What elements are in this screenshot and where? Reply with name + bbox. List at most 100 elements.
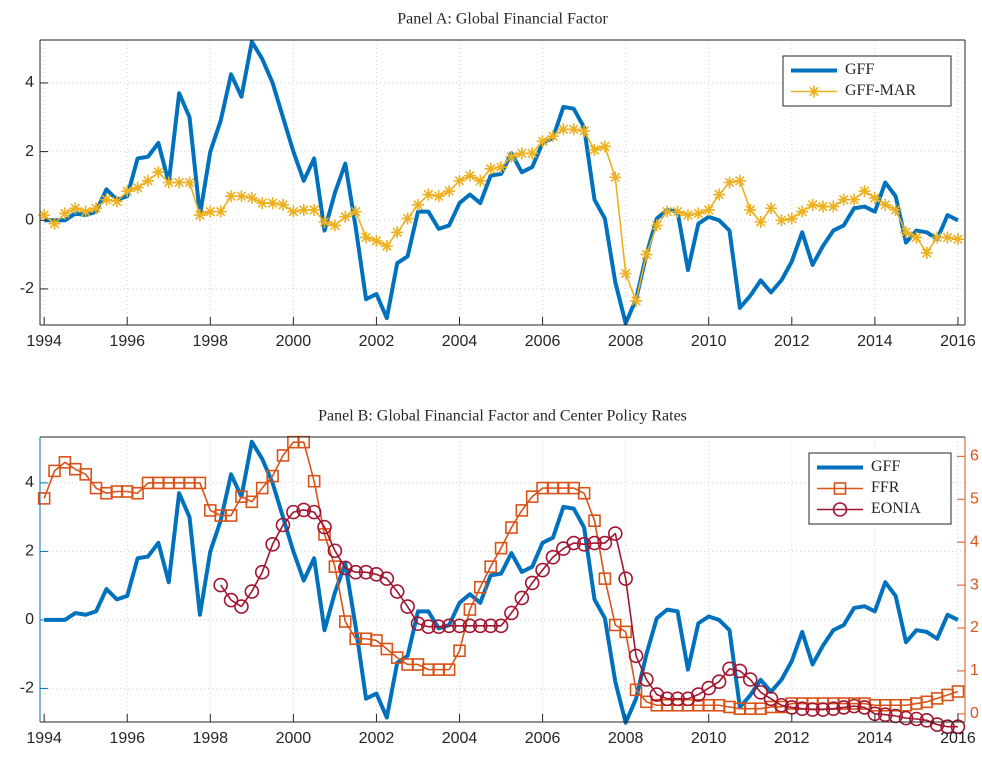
x-tick-label: 2012 bbox=[774, 730, 810, 747]
marker bbox=[774, 697, 789, 713]
x-tick-label: 1996 bbox=[109, 333, 145, 350]
marker bbox=[327, 543, 343, 559]
marker bbox=[630, 294, 643, 307]
marker bbox=[951, 233, 964, 246]
series-line bbox=[220, 509, 958, 728]
marker bbox=[742, 672, 758, 687]
marker bbox=[723, 176, 736, 189]
marker bbox=[628, 648, 644, 664]
marker bbox=[348, 564, 363, 580]
legend-marker bbox=[833, 482, 847, 495]
marker bbox=[546, 130, 559, 143]
marker bbox=[328, 219, 341, 232]
marker bbox=[380, 642, 394, 656]
x-tick-label: 2000 bbox=[276, 333, 312, 350]
marker bbox=[391, 226, 404, 239]
marker bbox=[360, 231, 373, 244]
x-tick-label: 1994 bbox=[26, 333, 62, 350]
x-tick-label: 2010 bbox=[691, 333, 727, 350]
marker bbox=[421, 619, 436, 635]
marker bbox=[370, 634, 383, 647]
marker bbox=[474, 174, 487, 187]
marker bbox=[578, 124, 591, 137]
marker bbox=[608, 618, 622, 632]
marker bbox=[422, 188, 435, 201]
marker bbox=[619, 625, 632, 639]
marker bbox=[183, 176, 196, 189]
marker bbox=[380, 240, 393, 253]
marker bbox=[815, 702, 831, 717]
marker bbox=[607, 526, 623, 541]
marker bbox=[306, 504, 322, 520]
marker bbox=[692, 207, 705, 220]
marker bbox=[358, 564, 374, 580]
marker bbox=[275, 517, 291, 533]
marker bbox=[505, 521, 518, 534]
marker bbox=[401, 212, 414, 225]
marker bbox=[794, 701, 810, 716]
marker bbox=[639, 672, 654, 687]
marker bbox=[618, 571, 633, 586]
marker bbox=[493, 618, 509, 634]
x-tick-label: 2016 bbox=[940, 333, 976, 350]
x-tick-label: 2008 bbox=[608, 333, 644, 350]
marker bbox=[473, 580, 487, 594]
x-tick-label: 2012 bbox=[774, 333, 810, 350]
marker bbox=[463, 169, 476, 182]
marker bbox=[588, 514, 601, 527]
x-tick-label: 2002 bbox=[359, 333, 395, 350]
marker bbox=[441, 618, 457, 634]
marker bbox=[929, 717, 945, 732]
x-tick-label: 1998 bbox=[192, 333, 228, 350]
marker bbox=[504, 605, 519, 621]
marker bbox=[598, 572, 612, 585]
marker bbox=[494, 541, 508, 555]
marker bbox=[785, 212, 798, 225]
marker bbox=[671, 205, 684, 218]
marker bbox=[152, 166, 165, 179]
marker bbox=[753, 685, 768, 700]
marker bbox=[296, 502, 312, 518]
x-tick-label: 2010 bbox=[691, 730, 727, 747]
marker bbox=[827, 200, 840, 213]
marker bbox=[702, 203, 715, 216]
marker bbox=[535, 562, 550, 578]
y2-tick-label: 4 bbox=[970, 533, 979, 550]
legend-marker bbox=[832, 502, 848, 517]
marker bbox=[691, 687, 706, 702]
marker bbox=[796, 205, 809, 218]
marker bbox=[317, 519, 332, 535]
marker bbox=[515, 147, 528, 160]
marker bbox=[121, 185, 134, 198]
marker bbox=[701, 680, 717, 696]
x-tick-label: 2006 bbox=[525, 730, 561, 747]
marker bbox=[775, 214, 788, 227]
marker bbox=[681, 209, 694, 222]
marker bbox=[576, 537, 592, 552]
marker bbox=[58, 207, 71, 220]
x-tick-label: 2002 bbox=[359, 730, 395, 747]
marker bbox=[910, 231, 923, 244]
marker bbox=[214, 205, 227, 218]
marker bbox=[213, 577, 228, 593]
marker bbox=[339, 210, 352, 223]
marker bbox=[816, 200, 829, 213]
marker bbox=[898, 710, 914, 726]
marker bbox=[826, 701, 841, 716]
y-tick-label: 0 bbox=[25, 211, 34, 228]
y-tick-label: 4 bbox=[25, 74, 34, 91]
marker bbox=[276, 198, 289, 211]
marker bbox=[837, 193, 850, 206]
marker bbox=[889, 203, 902, 216]
marker bbox=[245, 191, 258, 204]
marker bbox=[732, 663, 748, 679]
marker bbox=[472, 618, 488, 634]
marker bbox=[90, 202, 103, 215]
x-tick-label: 2008 bbox=[608, 730, 644, 747]
marker bbox=[711, 674, 727, 689]
marker bbox=[951, 685, 965, 698]
marker bbox=[765, 202, 778, 215]
marker bbox=[349, 205, 362, 218]
marker bbox=[390, 651, 404, 664]
marker bbox=[557, 123, 570, 136]
